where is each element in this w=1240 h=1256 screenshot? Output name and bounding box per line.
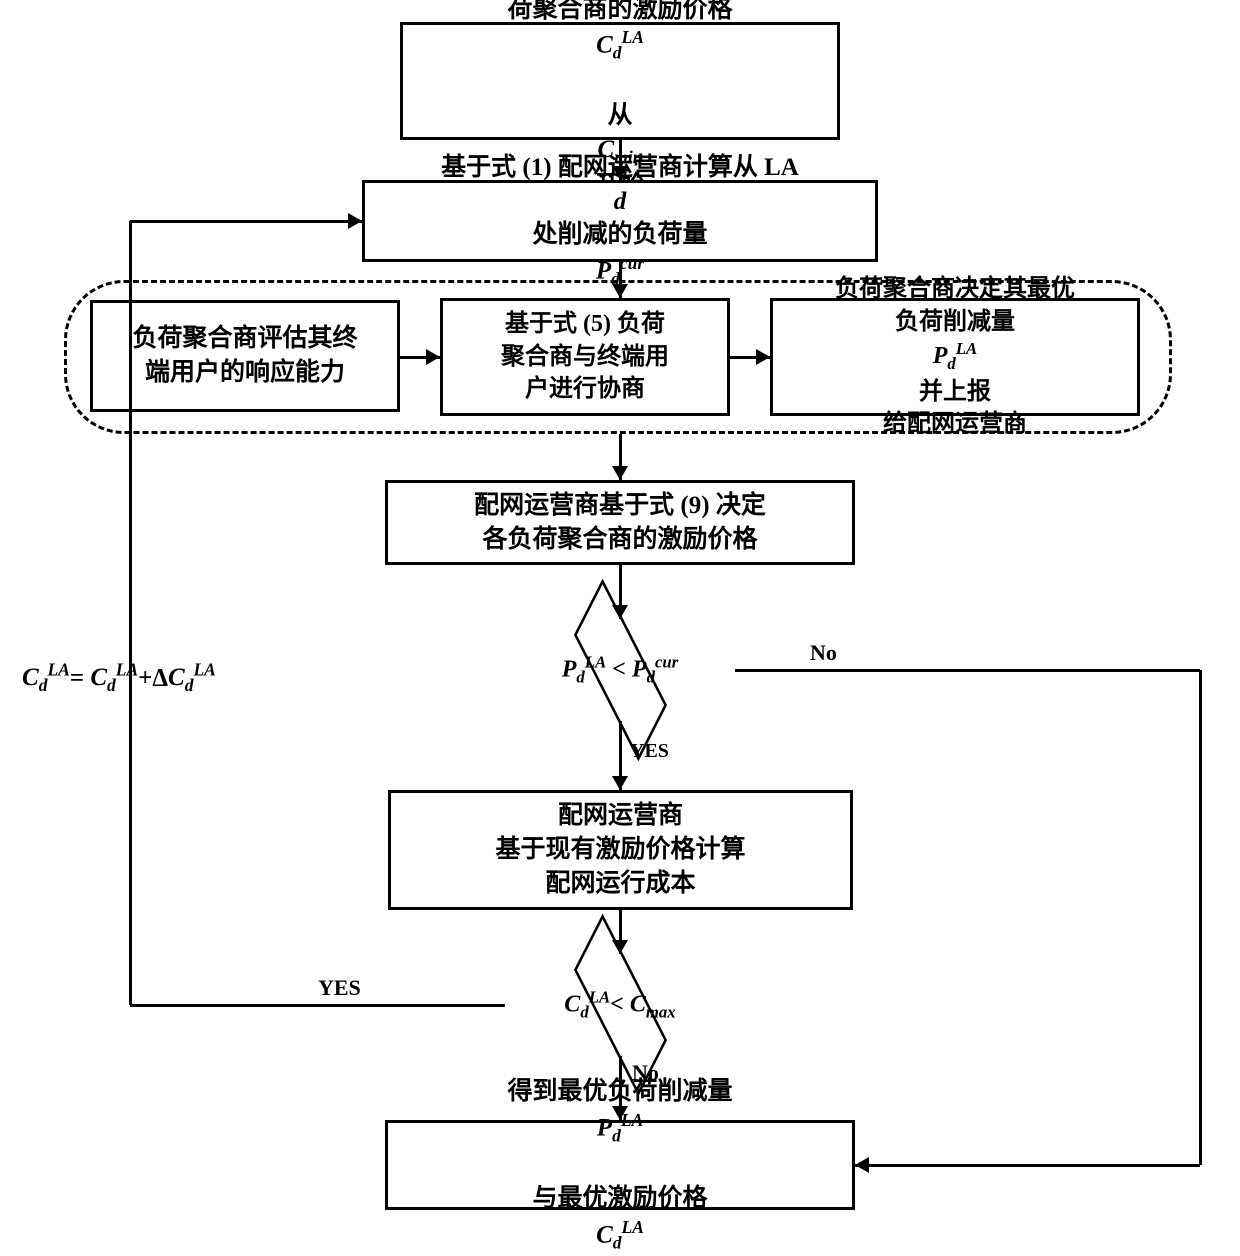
- arrow-head: [612, 605, 628, 619]
- update-formula: CdLA= CdLA+ΔCdLA: [22, 660, 216, 696]
- arrow-head: [612, 166, 628, 180]
- arrow-head: [426, 349, 440, 365]
- edge-segment: [130, 220, 362, 223]
- flowchart-box-n5: 配网运营商基于现有激励价格计算配网运行成本: [388, 790, 853, 910]
- edge-label-d1_no: No: [810, 640, 837, 666]
- edge-segment: [129, 221, 132, 1005]
- edge-label-d2_yes: YES: [318, 975, 361, 1001]
- edge-label-d2_no: No: [632, 1060, 659, 1086]
- edge-segment: [735, 669, 1200, 672]
- edge-segment: [1199, 670, 1202, 1165]
- arrow-head: [348, 213, 362, 229]
- arrow-head: [612, 1106, 628, 1120]
- edge-label-d1_yes: YES: [630, 740, 669, 763]
- edge-segment: [130, 1004, 505, 1007]
- arrow-head: [612, 776, 628, 790]
- flowchart-box-n6: 得到最优负荷削减量 PdLA与最优激励价格 CdLA: [385, 1120, 855, 1210]
- flowchart-box-n3a: 负荷聚合商评估其终端用户的响应能力: [90, 300, 400, 412]
- flowchart-box-n2: 基于式 (1) 配网运营商计算从 LAd 处削减的负荷量 Pdcur: [362, 180, 878, 262]
- flowchart-box-n1: 配网运营商初试化提供给负荷聚合商的激励价格 CdLA从 Cmin开始: [400, 22, 840, 140]
- flowchart-box-n3c: 负荷聚合商决定其最优负荷削减量PdLA 并上报给配网运营商: [770, 298, 1140, 416]
- flowchart-box-n3b: 基于式 (5) 负荷聚合商与终端用户进行协商: [440, 298, 730, 416]
- decision-label: PdLA < Pdcur: [562, 653, 679, 688]
- decision-d2: CdLA< Cmax: [553, 975, 688, 1035]
- arrow-head: [756, 349, 770, 365]
- edge-segment: [855, 1164, 1200, 1167]
- arrow-head: [612, 466, 628, 480]
- arrow-head: [612, 284, 628, 298]
- flowchart-box-n4: 配网运营商基于式 (9) 决定各负荷聚合商的激励价格: [385, 480, 855, 565]
- decision-label: CdLA< Cmax: [564, 988, 675, 1023]
- arrow-head: [612, 940, 628, 954]
- arrow-head: [855, 1157, 869, 1173]
- decision-d1: PdLA < Pdcur: [553, 640, 688, 700]
